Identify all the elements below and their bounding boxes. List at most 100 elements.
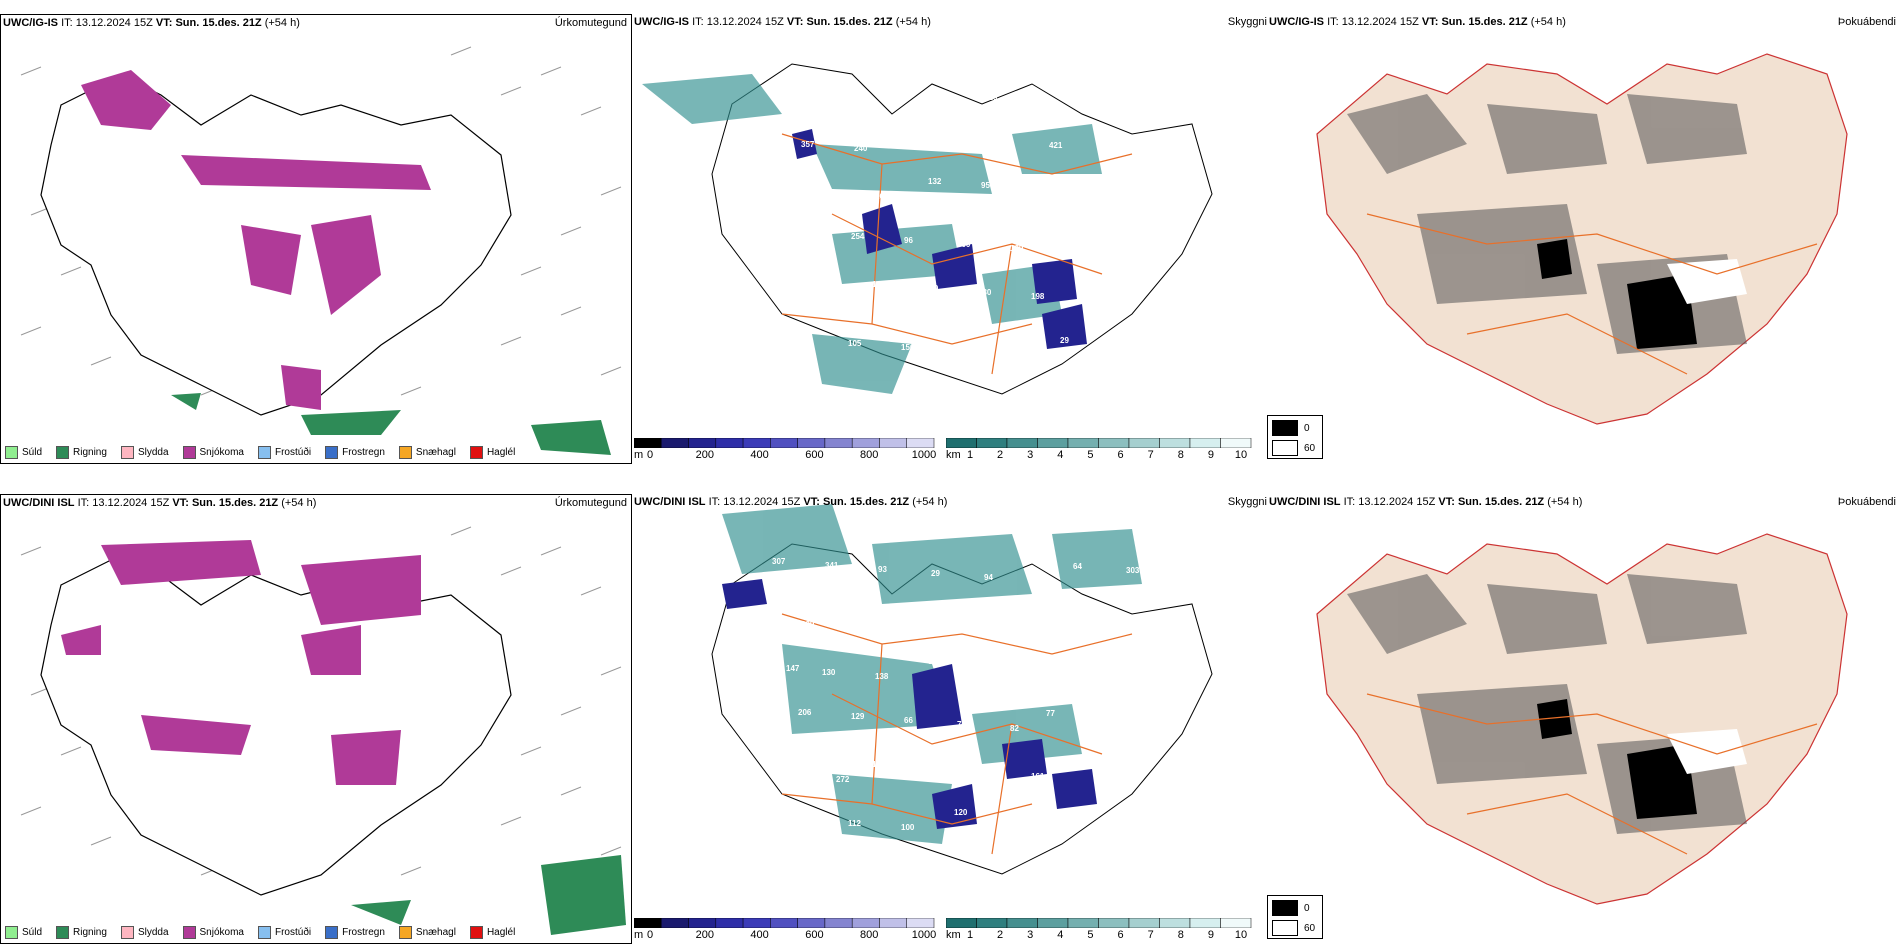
legend-label: Frostregn (342, 446, 385, 458)
cloud-base-label: 132 (928, 177, 942, 186)
colorbar-segment (742, 437, 771, 449)
colorbar-tick: 1000 (911, 449, 937, 461)
cloud-base-label: 198 (1031, 292, 1045, 301)
cloud-base-label: 535 (1155, 130, 1169, 139)
cloud-base-label: 112 (848, 819, 861, 828)
row2-vis-title: Skyggni (1227, 496, 1267, 508)
cloud-base-label: 654 (1073, 82, 1087, 91)
colorbar-tick: 400 (750, 449, 769, 461)
cloud-base-label: 54 (1099, 233, 1108, 242)
cloud-base-label: 147 (786, 664, 800, 673)
cloud-base-label: 236 (931, 89, 945, 98)
legend-swatch (398, 925, 412, 939)
colorbar-segment (1098, 437, 1130, 449)
colorbar-tick: 2 (997, 449, 1004, 461)
cloud-base-label: 941 (1126, 86, 1140, 95)
cloud-base-label: 228 (996, 617, 1010, 626)
fog-legend-row2: 0 60 (1267, 895, 1323, 939)
colorbar-tick: 0 (646, 929, 654, 941)
colorbar-tick: 200 (695, 929, 714, 941)
cloud-base-label: 142 (960, 133, 974, 142)
cloud-base-label: 40 (1087, 669, 1096, 678)
legend-item-haglél: Haglél (469, 925, 515, 939)
cloud-base-label: 130 (978, 288, 992, 297)
colorbar-segment (742, 917, 771, 929)
cloud-base-label: 206 (798, 708, 812, 717)
colorbar-segment (688, 437, 717, 449)
legend-label: Snjókoma (199, 926, 244, 938)
colorbar-segment (1189, 917, 1221, 929)
row2-precip-title: Úrkomutegund (554, 497, 627, 509)
cloud-base-label: 95 (981, 661, 990, 670)
legend-label: Súld (22, 926, 43, 938)
colorbar-segment (715, 917, 744, 929)
cloud-base-label: 100 (901, 823, 915, 832)
colorbar-segment (1220, 437, 1252, 449)
legend-item-frostúði: Frostúði (257, 925, 312, 939)
colorbar-segment (1037, 437, 1069, 449)
cloud-base-label: 3 (1149, 824, 1154, 833)
colorbar-tick: 8 (1177, 449, 1184, 461)
dense-fog (1537, 699, 1697, 819)
cloud-base-label: 303 (1126, 566, 1140, 575)
row1-fog-header: UWC/IG-IS IT: 13.12.2024 15Z VT: Sun. 15… (1269, 16, 1566, 28)
cloud-base-label: 234 (954, 328, 968, 337)
cloud-base-label: 233 (1152, 717, 1166, 726)
cloud-colorbar-unit: m (634, 929, 644, 941)
cloud-base-label: 134 (836, 295, 850, 304)
cloud-base-label: 16 (872, 280, 881, 289)
cloud-base-label: 66 (904, 716, 913, 725)
cloud-colorbar-row2: m 0 200 400 600 800 1000 (633, 917, 939, 944)
fog-legend-label-0: 0 (1304, 422, 1310, 434)
row1-vis-title: Skyggni (1227, 16, 1267, 28)
cloud-base-label: 55 (1096, 820, 1105, 829)
legend-item-snæhagl: Snæhagl (398, 445, 456, 459)
colorbar-tick: 6 (1117, 449, 1124, 461)
colorbar-segment (879, 437, 907, 449)
colorbar-tick: 0 (646, 449, 654, 461)
legend-label: Slydda (137, 446, 169, 458)
fog-legend-swatch-60 (1272, 920, 1298, 936)
colorbar-segment (824, 917, 853, 929)
colorbar-segment (824, 437, 853, 449)
cloud-base-label: 52 (878, 85, 887, 94)
colorbar-segment (633, 917, 662, 929)
iceland-outline (40, 554, 512, 896)
colorbar-tick: 800 (860, 449, 879, 461)
cloud-base-label: 29 (931, 569, 940, 578)
cloud-base-label: 310 (984, 93, 998, 102)
colorbar-segment (1128, 917, 1160, 929)
row1-fog-title: Þokuábendi (1837, 16, 1896, 28)
cloud-base-label: 300 (957, 240, 971, 249)
fog-road-network (1366, 213, 1818, 375)
colorbar-segment (945, 917, 977, 929)
road-network (781, 133, 1133, 375)
cloud-colorbar-strip (633, 917, 935, 929)
fog-panel-row1: UWC/IG-IS IT: 13.12.2024 15Z VT: Sun. 15… (1267, 14, 1900, 464)
cloud-base-label: 267 (1099, 713, 1113, 722)
legend-item-frostúði: Frostúði (257, 445, 311, 459)
vis-colorbar-row2: km 1 2 3 4 5 6 7 8 9 10 (945, 917, 1256, 944)
colorbar-tick: 3 (1027, 449, 1034, 461)
legend-label: Snjókoma (199, 446, 244, 458)
cloud-base-label: 380 (1102, 145, 1116, 154)
colorbar-segment (976, 437, 1008, 449)
vis-colorbar-strip (945, 437, 1252, 449)
legend-swatch (398, 445, 412, 459)
cloud-base-label: 92 (925, 764, 934, 773)
cloud-base-label: 13 (1084, 757, 1093, 766)
cloud-base-label: 118 (1123, 673, 1136, 682)
cloud-base-label: 130 (822, 668, 836, 677)
legend-swatch (257, 445, 271, 459)
rain-areas (351, 855, 626, 935)
fog-legend-label-60: 60 (1304, 922, 1316, 934)
colorbar-tick: 5 (1087, 449, 1094, 461)
cloud-base-label: 121 (1137, 281, 1151, 290)
legend-label: Frostúði (274, 926, 312, 938)
precip-map-row1 (20, 46, 622, 455)
colorbar-segment (1128, 437, 1160, 449)
colorbar-tick: 600 (805, 449, 824, 461)
cloud-colorbar-row1: m 0 200 400 600 800 1000 (633, 437, 939, 464)
dense-fog (1537, 239, 1697, 349)
legend-item-haglél: Haglél (469, 445, 515, 459)
